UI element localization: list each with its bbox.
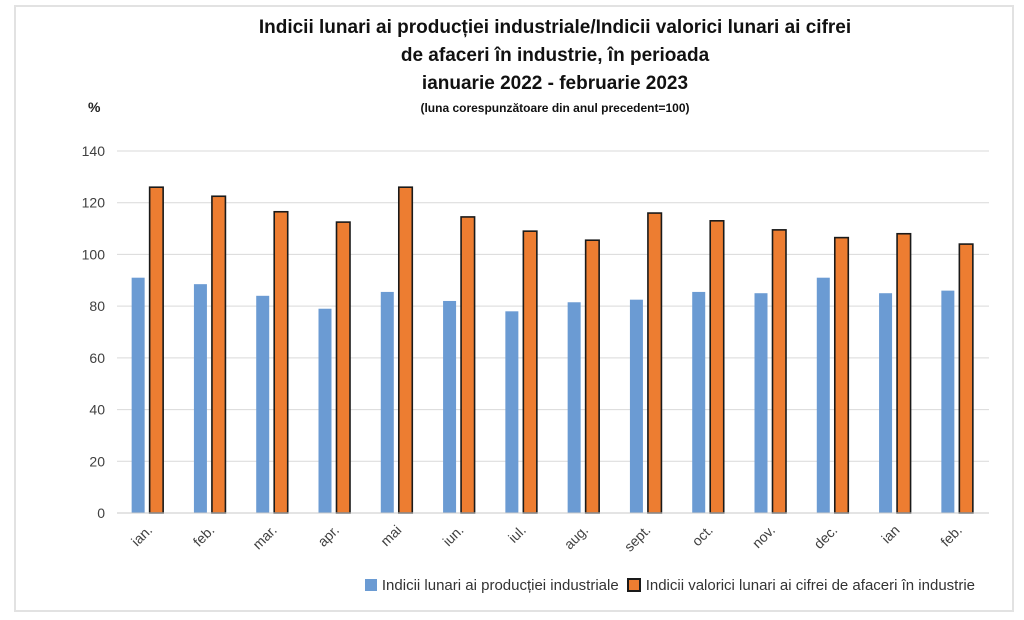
x-axis-tick-label: dec.: [810, 522, 840, 552]
bar-production-feb: [941, 290, 955, 513]
y-axis-tick-label: 40: [89, 402, 105, 418]
bar-production-aug: [567, 302, 581, 513]
bar-production-iul: [505, 311, 519, 513]
x-axis-tick-label: ian: [878, 522, 903, 547]
x-axis-tick-label: oct.: [689, 522, 716, 549]
y-axis-tick-label: 140: [82, 143, 106, 159]
x-axis-tick-label: iun.: [439, 522, 466, 549]
bar-turnover-iun: [460, 216, 476, 514]
x-axis-tick-label: aug.: [561, 522, 592, 553]
chart-title: Indicii lunari ai producției industriale…: [119, 14, 991, 116]
chart-title-line-1: Indicii lunari ai producției industriale…: [258, 17, 852, 38]
bar-production-ian: [131, 277, 145, 513]
bar-production-sept: [629, 299, 643, 513]
bar-production-feb: [193, 284, 207, 513]
bar-turnover-mar: [273, 210, 289, 514]
chart-legend: Indicii lunari ai producției industriale…: [103, 574, 975, 596]
x-axis-tick-label: iul.: [505, 522, 529, 546]
bar-turnover-ian: [148, 186, 164, 514]
chart-subtitle: (luna corespunzătoare din anul precedent…: [420, 101, 690, 115]
chart-title-line-2: de afaceri în industrie, în perioada: [400, 45, 710, 66]
y-axis-tick-label: 0: [97, 505, 105, 521]
bar-turnover-oct: [709, 220, 725, 514]
bar-production-mai: [380, 291, 394, 513]
bar-production-dec: [816, 277, 830, 513]
bar-turnover-feb: [211, 195, 227, 514]
legend-swatch-series-0: [364, 579, 377, 591]
bar-turnover-sept: [647, 212, 663, 514]
bar-turnover-nov: [771, 229, 787, 514]
y-axis-tick-label: 60: [89, 350, 105, 366]
bar-turnover-feb: [958, 243, 974, 514]
bar-production-apr: [318, 308, 332, 513]
y-axis-tick-label: 20: [89, 453, 105, 469]
y-axis-tick-label: 100: [82, 246, 106, 262]
y-axis-unit-label: %: [88, 99, 101, 115]
x-axis-tick-label: ian.: [128, 522, 155, 549]
chart-title-line-3: ianuarie 2022 - februarie 2023: [421, 73, 689, 94]
bar-production-nov: [754, 293, 768, 513]
y-axis-tick-label: 120: [82, 195, 106, 211]
x-axis-tick-label: nov.: [749, 522, 778, 551]
bar-production-ian: [879, 293, 893, 513]
legend-label-series-1: Indicii valorici lunari ai cifrei de afa…: [645, 576, 975, 594]
x-axis-tick-label: sept.: [621, 522, 654, 555]
bar-turnover-mai: [397, 186, 414, 514]
x-axis-tick-label: feb.: [937, 522, 965, 550]
bar-production-oct: [692, 291, 706, 513]
x-axis-tick-label: mai: [377, 522, 404, 549]
x-axis-tick-label: mar.: [249, 522, 280, 553]
y-axis-tick-label: 80: [89, 298, 105, 314]
bar-turnover-dec: [833, 236, 850, 514]
bar-production-mar: [256, 295, 270, 513]
bar-turnover-ian: [896, 232, 912, 514]
legend-swatch-series-1: [626, 578, 641, 592]
bar-turnover-aug: [584, 239, 600, 514]
x-axis-tick-label: feb.: [190, 522, 218, 550]
bar-turnover-iul: [522, 230, 538, 514]
bar-production-iun: [443, 300, 457, 513]
legend-label-series-0: Indicii lunari ai producției industriale: [381, 576, 619, 594]
x-axis-tick-label: apr.: [314, 522, 342, 550]
bar-turnover-apr: [335, 221, 351, 514]
